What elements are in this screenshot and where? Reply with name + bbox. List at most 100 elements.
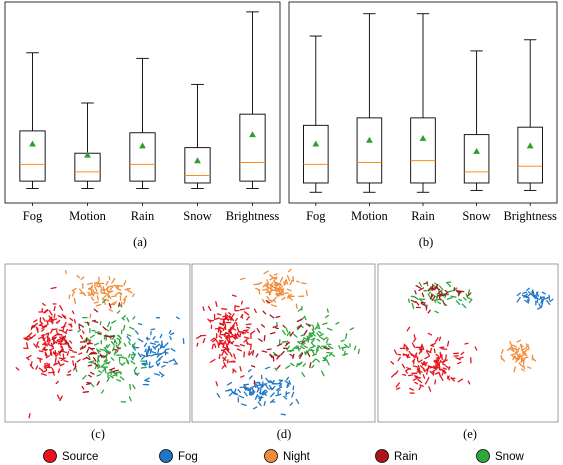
point-d-snow (322, 322, 328, 326)
point-c-fog (158, 355, 164, 360)
point-c-fog (145, 354, 151, 358)
point-c-fog (145, 377, 150, 381)
point-c-snow (109, 326, 112, 331)
point-c-night (123, 280, 127, 286)
point-c-night (107, 293, 110, 299)
point-d-fog (230, 389, 235, 394)
point-d-source (222, 326, 226, 332)
point-e-night (518, 362, 524, 368)
point-d-snow (320, 337, 325, 340)
point-e-rain (434, 283, 439, 290)
point-e-fog (522, 291, 528, 294)
point-d-rain (324, 346, 331, 350)
point-d-fog (284, 380, 290, 385)
point-e-rain (414, 290, 417, 295)
point-c-snow (127, 359, 130, 365)
point-e-source (403, 343, 406, 348)
point-c-source (41, 325, 47, 329)
point-c-source (50, 286, 57, 290)
point-c-snow (129, 326, 135, 330)
point-c-fog (175, 316, 180, 320)
point-d-source (230, 327, 237, 331)
point-d-source (211, 343, 214, 350)
mean-marker-b-rain (419, 134, 427, 141)
point-c-source (51, 318, 54, 325)
panel-b-boxes (303, 13, 543, 193)
point-c-fog (161, 364, 166, 368)
point-c-snow (128, 353, 131, 358)
point-e-night (516, 339, 522, 343)
point-d-fog (258, 396, 264, 399)
panel-e-frame (377, 263, 559, 423)
point-c-source (42, 369, 48, 373)
point-c-fog (173, 358, 177, 364)
point-e-night (523, 364, 526, 370)
point-d-source (232, 334, 238, 338)
point-d-fog (261, 381, 264, 387)
point-c-snow (117, 334, 122, 339)
panel-e-label: (e) (463, 427, 477, 441)
point-c-night (131, 293, 135, 298)
point-c-fog (149, 342, 156, 345)
box-b-brightness (517, 39, 543, 191)
point-e-snow (446, 282, 452, 287)
point-c-source (81, 385, 85, 390)
point-d-snow (323, 354, 329, 360)
point-d-snow (281, 329, 286, 335)
point-d-snow (349, 327, 355, 331)
point-c-source (36, 344, 40, 348)
point-d-snow (311, 328, 315, 333)
point-d-source (243, 336, 250, 340)
panel-c-frame (4, 263, 191, 423)
point-c-fog (143, 342, 148, 348)
point-c-rain (31, 324, 36, 329)
point-e-snow (458, 298, 463, 302)
point-c-snow (77, 328, 82, 333)
point-d-snow (353, 345, 357, 351)
point-c-rain (109, 367, 116, 371)
point-c-snow (107, 321, 111, 328)
point-d-night (255, 287, 261, 291)
point-e-fog (537, 306, 542, 310)
point-c-fog (156, 352, 161, 358)
point-c-snow (118, 356, 124, 359)
point-d-rain (282, 324, 286, 329)
point-d-snow (276, 322, 278, 327)
point-c-night (89, 313, 92, 319)
point-e-source (467, 380, 471, 385)
point-d-fog (276, 386, 282, 391)
point-d-fog (288, 380, 291, 385)
point-e-source (395, 382, 401, 388)
point-d-snow (357, 348, 360, 355)
point-c-rain (113, 348, 119, 351)
box-a-motion (74, 102, 101, 190)
point-d-snow (295, 362, 301, 368)
point-c-source (41, 336, 46, 342)
point-c-night (68, 294, 71, 300)
point-d-fog (256, 383, 262, 387)
point-d-rain (272, 325, 278, 329)
point-d-snow (312, 324, 315, 330)
point-c-source (61, 314, 67, 318)
point-d-snow (328, 351, 333, 357)
point-c-rain (89, 371, 95, 375)
point-c-source (59, 341, 62, 349)
point-e-source (439, 375, 444, 381)
point-e-source (435, 353, 440, 358)
point-d-snow (274, 367, 278, 372)
point-d-snow (282, 340, 289, 343)
point-c-rain (103, 335, 110, 338)
point-c-snow (99, 348, 106, 352)
box-b-rain (410, 13, 436, 193)
point-d-night (239, 277, 246, 281)
point-e-source (426, 369, 429, 375)
point-c-fog (145, 351, 149, 356)
point-e-night (520, 354, 523, 361)
point-e-source (391, 372, 397, 378)
point-e-source (429, 370, 434, 375)
point-c-snow (119, 376, 125, 381)
point-e-source (433, 348, 436, 354)
point-e-snow (455, 300, 461, 305)
point-c-source (57, 368, 61, 374)
point-e-source (413, 334, 416, 339)
